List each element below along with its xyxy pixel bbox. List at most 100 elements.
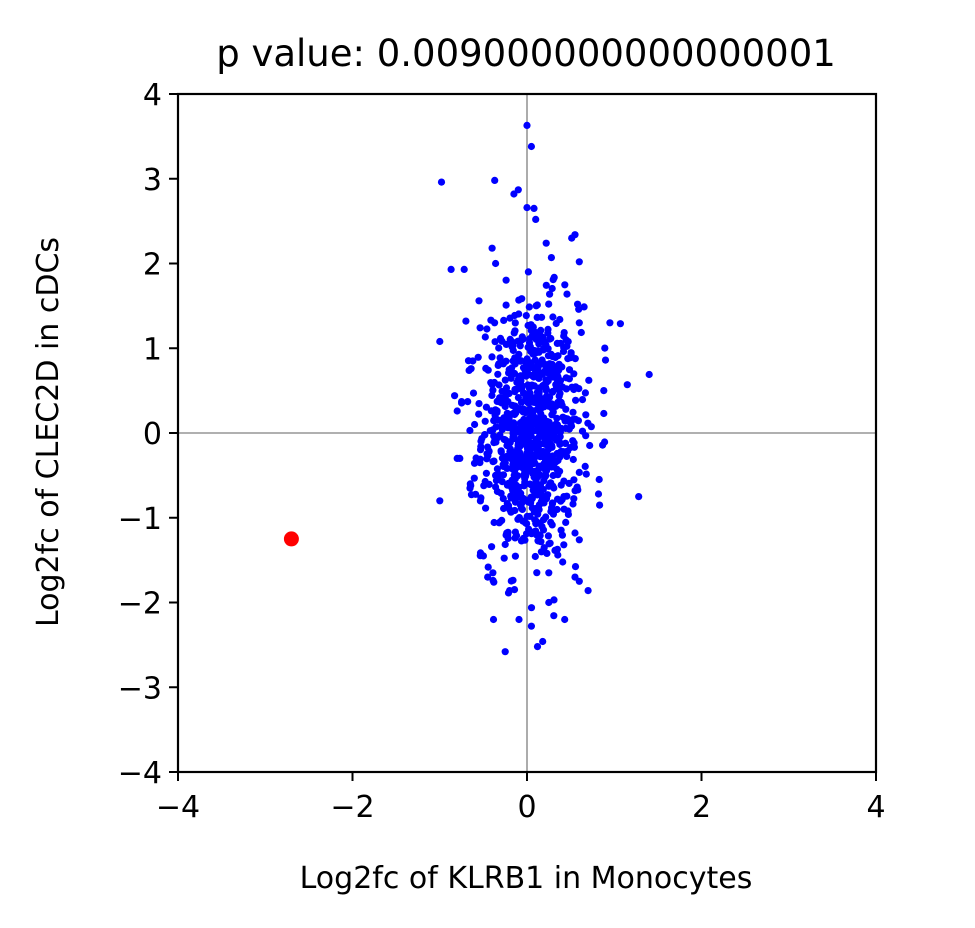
- data-point: [502, 301, 510, 309]
- data-point: [528, 469, 537, 477]
- data-point: [582, 470, 590, 478]
- data-point: [504, 502, 513, 510]
- data-point: [547, 254, 556, 262]
- series-red: [283, 531, 299, 547]
- data-point: [500, 554, 508, 562]
- data-point: [527, 604, 536, 612]
- y-tick-label: 1: [143, 332, 162, 367]
- data-point: [517, 504, 526, 512]
- data-point: [511, 534, 519, 542]
- data-point: [498, 337, 506, 345]
- data-point: [575, 577, 583, 585]
- data-point: [530, 455, 538, 463]
- data-point: [570, 370, 578, 378]
- data-point: [532, 367, 540, 375]
- data-point: [535, 384, 544, 392]
- data-point: [522, 454, 530, 462]
- data-point: [545, 598, 553, 607]
- x-axis-label: Log2fc of KLRB1 in Monocytes: [300, 861, 753, 896]
- data-point: [543, 425, 551, 433]
- data-point: [532, 477, 540, 485]
- data-point: [504, 531, 512, 539]
- data-point: [594, 490, 603, 498]
- data-point: [511, 319, 519, 327]
- data-point: [552, 420, 560, 428]
- data-point: [554, 551, 562, 559]
- data-point: [522, 312, 530, 320]
- data-point: [560, 541, 568, 549]
- data-point: [511, 475, 519, 483]
- data-point: [645, 370, 653, 379]
- data-point: [523, 121, 531, 129]
- data-point: [547, 432, 555, 441]
- data-point: [506, 480, 514, 488]
- data-point: [556, 453, 564, 461]
- data-point: [550, 612, 558, 620]
- data-point: [462, 317, 470, 325]
- data-point: [550, 273, 558, 281]
- data-point: [499, 495, 507, 503]
- data-point: [469, 389, 478, 397]
- data-point: [464, 398, 472, 406]
- data-point: [515, 405, 523, 413]
- data-point: [557, 424, 566, 433]
- data-point: [487, 316, 495, 324]
- chart-title: p value: 0.009000000000000001: [216, 32, 836, 75]
- data-point: [501, 376, 509, 384]
- data-point: [552, 434, 561, 442]
- data-point: [517, 377, 525, 385]
- data-point: [516, 357, 525, 365]
- data-point: [523, 204, 531, 212]
- data-point: [466, 480, 474, 488]
- y-axis-label: Log2fc of CLEC2D in cDCs: [31, 237, 66, 627]
- data-point: [553, 414, 561, 422]
- data-point: [509, 433, 517, 441]
- data-point: [515, 310, 523, 318]
- data-point: [488, 353, 496, 361]
- data-point: [533, 405, 541, 413]
- data-point: [492, 423, 500, 431]
- data-point: [546, 290, 554, 298]
- y-tick-label: 3: [143, 163, 162, 198]
- data-point: [560, 329, 568, 337]
- y-axis: −4 −3 −2 −1 0 1 2 3 4: [118, 78, 178, 791]
- data-point: [510, 410, 519, 419]
- data-point: [582, 411, 590, 419]
- data-point: [600, 409, 608, 418]
- data-point: [498, 416, 506, 424]
- data-point: [575, 319, 583, 327]
- data-point: [528, 439, 536, 447]
- data-point: [547, 334, 555, 343]
- data-point: [595, 475, 603, 484]
- data-point: [548, 388, 557, 396]
- data-point: [543, 549, 551, 558]
- data-point: [475, 400, 483, 408]
- data-point: [510, 369, 519, 378]
- data-point: [503, 409, 511, 417]
- data-point: [538, 498, 546, 506]
- data-point: [460, 265, 468, 273]
- data-point: [562, 416, 570, 424]
- data-point: [475, 297, 483, 305]
- y-tick-label: −3: [118, 671, 162, 706]
- y-tick-label: 4: [143, 78, 162, 113]
- data-point: [522, 519, 530, 527]
- data-point: [466, 426, 474, 435]
- data-point: [470, 474, 478, 482]
- y-tick-label: 2: [143, 248, 162, 283]
- data-point: [574, 300, 582, 308]
- data-point: [554, 471, 562, 479]
- data-point: [527, 326, 535, 335]
- data-point: [527, 622, 536, 630]
- data-point: [491, 338, 499, 346]
- data-point: [490, 432, 498, 440]
- data-point: [537, 538, 545, 546]
- data-point: [437, 178, 446, 186]
- data-point: [524, 268, 533, 276]
- data-point: [522, 394, 530, 402]
- data-point: [482, 469, 490, 477]
- data-point: [543, 378, 551, 386]
- data-point: [514, 515, 522, 523]
- data-point: [559, 558, 567, 566]
